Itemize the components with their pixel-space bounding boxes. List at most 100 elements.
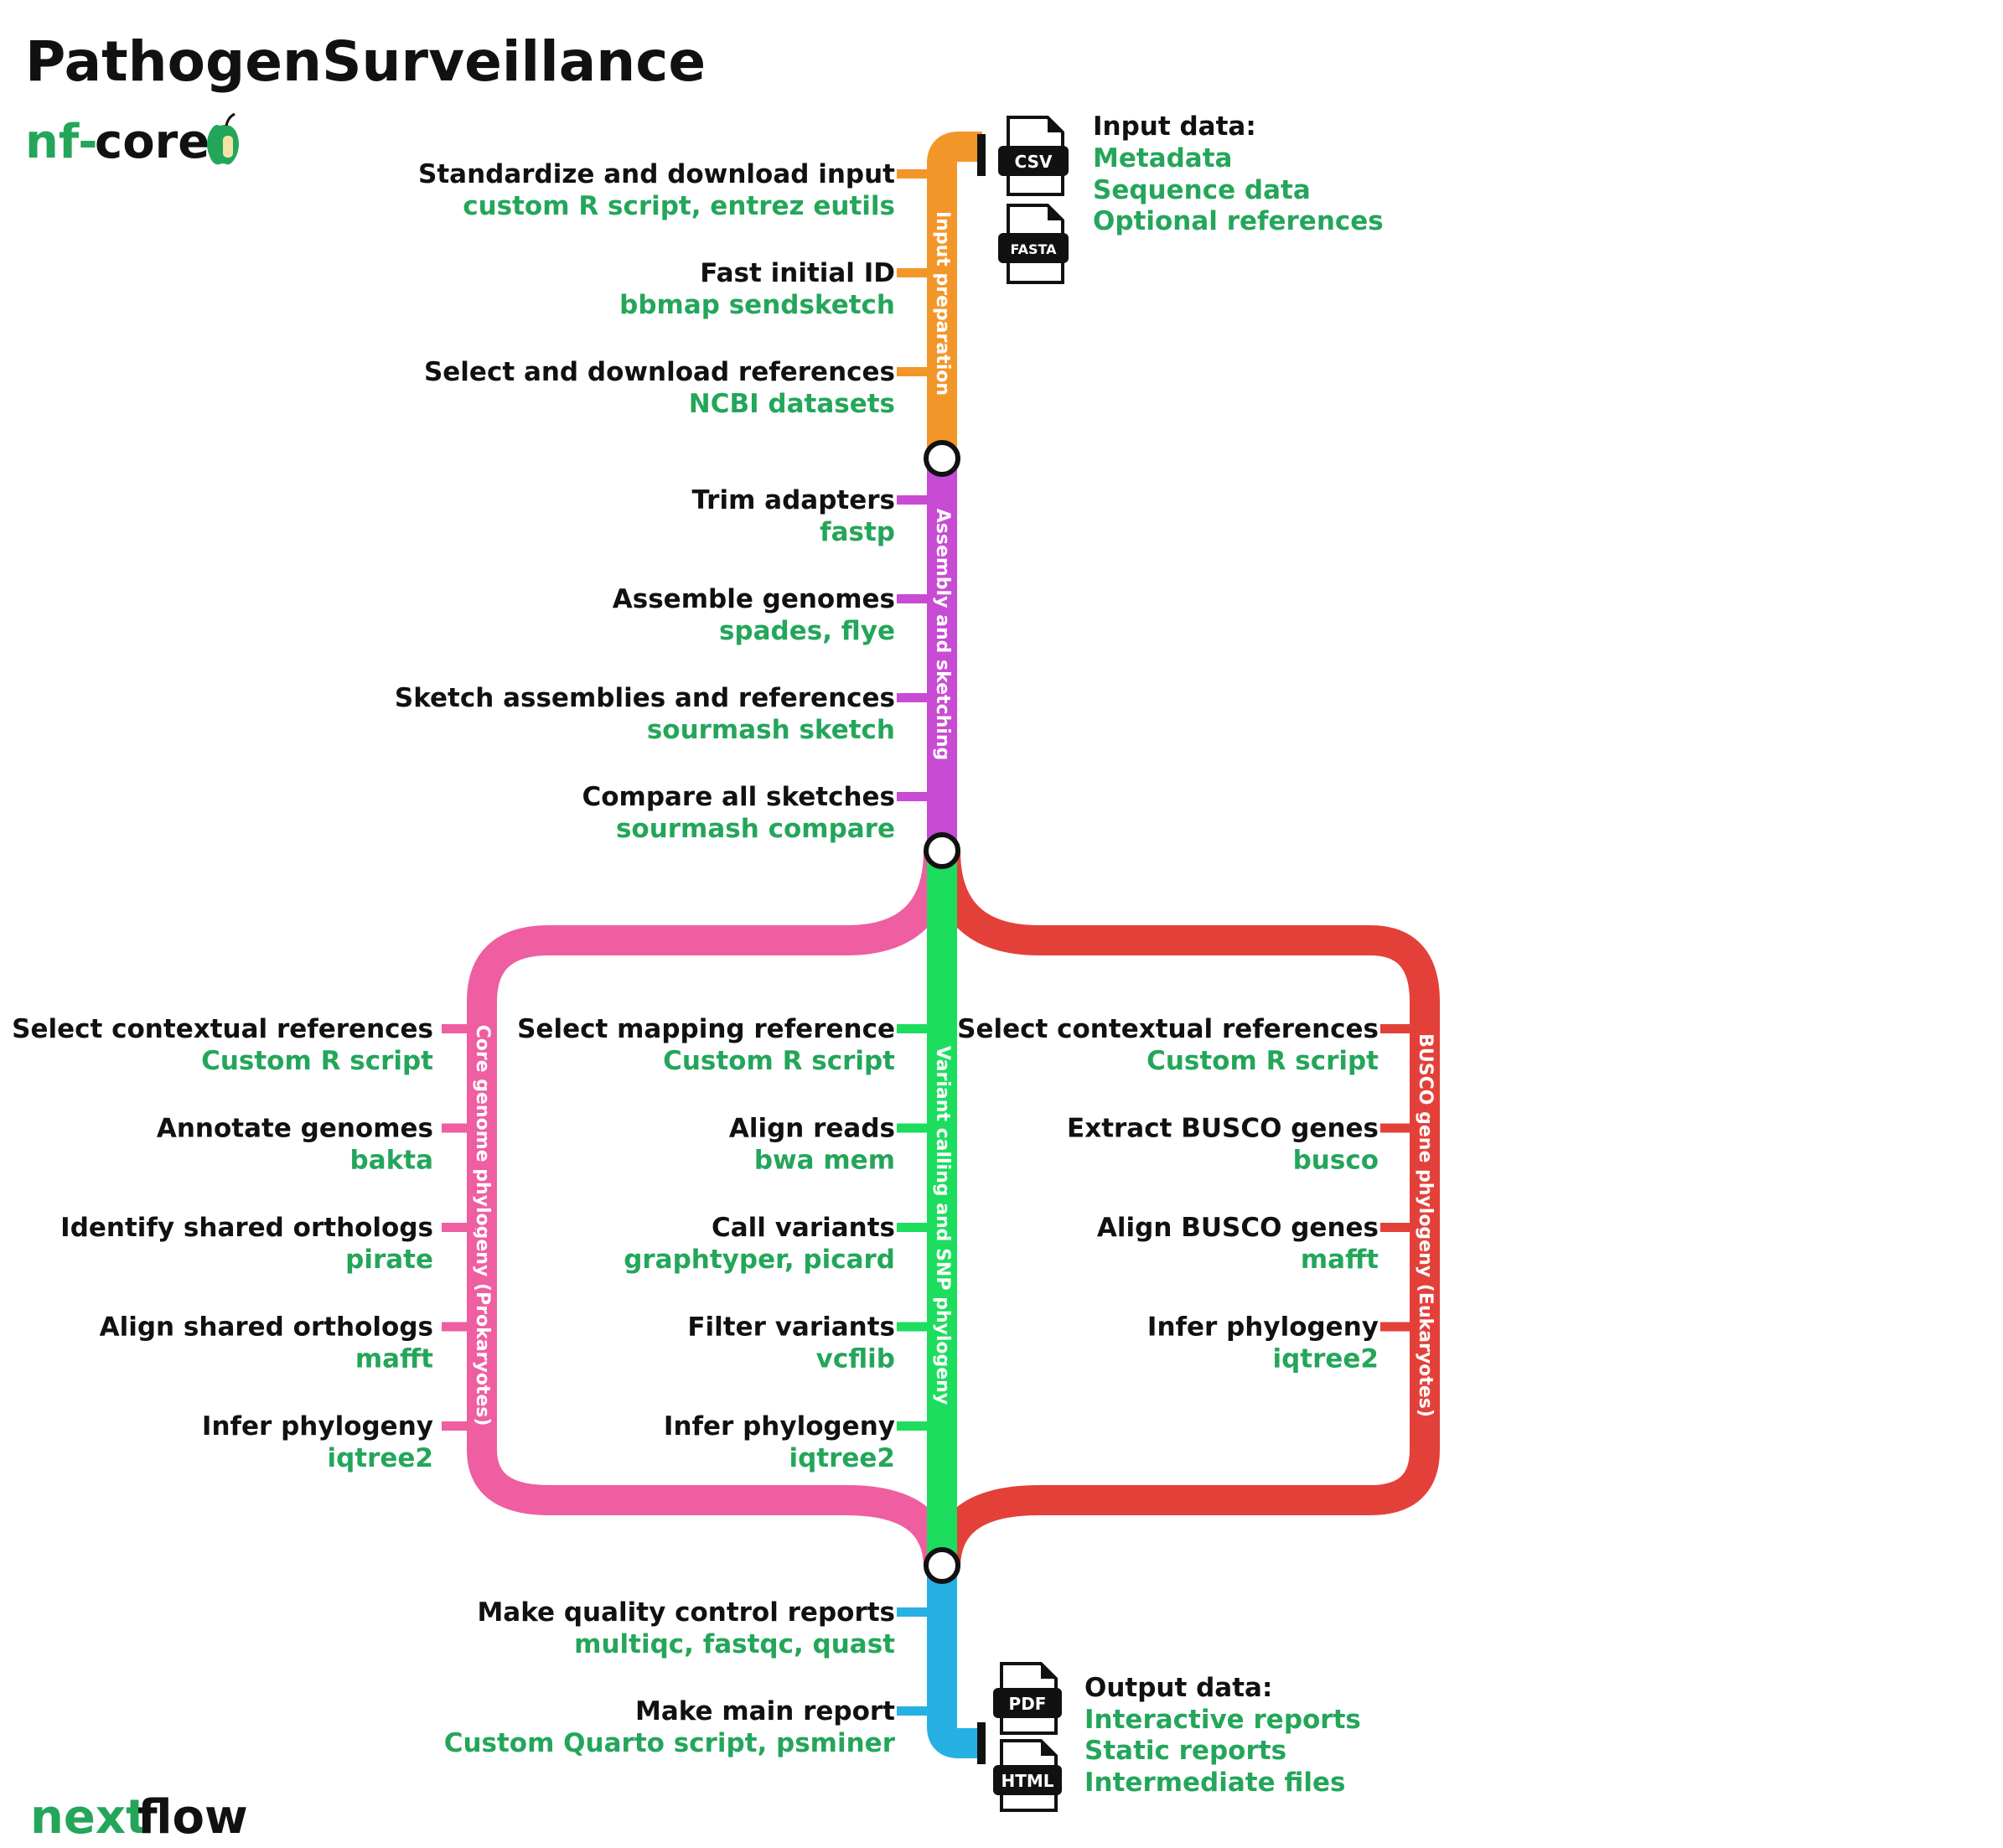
input-preparation-line [927,132,982,458]
step-tool: iqtree2 [327,1443,433,1473]
step-name: Select and download references [424,357,895,387]
step-name: Select contextual references [12,1014,433,1044]
step-tool: sourmash compare [616,814,895,844]
prokaryote-station-tick [442,1223,475,1232]
step-name: Trim adapters [691,485,895,515]
svg-text:PDF: PDF [1009,1694,1047,1714]
eukaryote-station-tick [1380,1223,1414,1232]
variant-station-tick [897,1024,930,1033]
station-junction-2 [924,832,960,869]
step-name: Make main report [635,1696,895,1726]
line-label-eukaryote: BUSCO gene phylogeny (Eukaryotes) [1415,1033,1436,1417]
assembly-station-tick [897,693,930,702]
step-tool: Custom R script [1146,1046,1379,1076]
step-tool: Custom Quarto script, psminer [444,1728,896,1758]
csv-file-icon: CSV [998,116,1069,196]
step-name: Align BUSCO genes [1097,1213,1379,1243]
step-tool: vcflib [816,1344,895,1374]
step-tool: bwa mem [754,1146,895,1176]
fasta-file-icon: FASTA [998,204,1069,284]
output-data-item: Static reports [1084,1736,1286,1766]
output-data-legend: Output data: Interactive reports Static … [1084,1673,1361,1798]
line-label-variant: Variant calling and SNP phylogeny [932,1046,953,1405]
step-tool: mafft [1301,1245,1379,1275]
svg-text:next: next [30,1790,148,1845]
step-name: Filter variants [687,1312,895,1343]
assembly-station-tick [897,792,930,801]
input-data-item: Metadata [1093,143,1232,173]
step-name: Compare all sketches [582,782,895,812]
step-name: Call variants [712,1213,895,1243]
input-station-tick [897,268,930,277]
report-line [927,1566,982,1758]
page-title: PathogenSurveillance [25,29,706,94]
step-tool: Custom R script [663,1046,895,1076]
step-name: Fast initial ID [700,258,895,288]
line-label-input: Input preparation [932,211,953,396]
eukaryote-station-tick [1380,1322,1414,1332]
step-tool: graphtyper, picard [624,1245,895,1275]
svg-text:flow: flow [137,1790,248,1845]
prokaryote-station-tick [442,1123,475,1133]
svg-text:HTML: HTML [1001,1771,1053,1791]
step-tool: NCBI datasets [689,389,895,419]
report-station-tick [897,1706,930,1716]
svg-text:CSV: CSV [1015,152,1053,172]
assembly-sketching-line [927,458,957,852]
step-name: Annotate genomes [157,1114,433,1144]
step-tool: iqtree2 [1272,1344,1379,1374]
step-name: Assemble genomes [613,584,895,614]
input-data-heading: Input data: [1093,111,1256,142]
output-data-item: Intermediate files [1084,1768,1346,1798]
step-name: Align shared orthologs [100,1312,433,1343]
variant-station-tick [897,1123,930,1133]
svg-text:nf-: nf- [25,115,98,169]
variant-calling-line [927,851,957,1567]
apple-icon [207,112,239,165]
prokaryote-station-tick [442,1421,475,1431]
step-tool: bbmap sendsketch [619,290,895,320]
step-name: Infer phylogeny [1147,1312,1379,1343]
step-name: Infer phylogeny [664,1411,895,1442]
line-label-prokaryote: Core genome phylogeny (Prokaryotes) [472,1025,493,1426]
station-junction-3 [924,1547,960,1584]
line-label-assembly: Assembly and sketching [932,509,953,761]
input-data-legend: Input data: Metadata Sequence data Optio… [1093,111,1384,236]
variant-station-tick [897,1322,930,1332]
step-tool: spades, flye [719,616,895,646]
step-tool: iqtree2 [789,1443,895,1473]
html-file-icon: HTML [993,1739,1062,1812]
output-data-heading: Output data: [1084,1673,1272,1703]
nextflow-logo: next flow [30,1790,248,1845]
step-tool: Custom R script [201,1046,433,1076]
input-files: CSV FASTA [998,116,1069,284]
step-name: Select contextual references [957,1014,1379,1044]
prokaryote-station-tick [442,1024,475,1033]
svg-text:FASTA: FASTA [1010,241,1057,257]
step-name: Infer phylogeny [202,1411,433,1442]
pdf-file-icon: PDF [993,1662,1062,1735]
step-name: Select mapping reference [517,1014,895,1044]
step-tool: sourmash sketch [647,715,895,745]
step-name: Extract BUSCO genes [1067,1114,1379,1144]
input-data-item: Sequence data [1093,175,1311,205]
step-tool: multiqc, fastqc, quast [574,1629,895,1659]
step-name: Sketch assemblies and references [395,683,895,713]
